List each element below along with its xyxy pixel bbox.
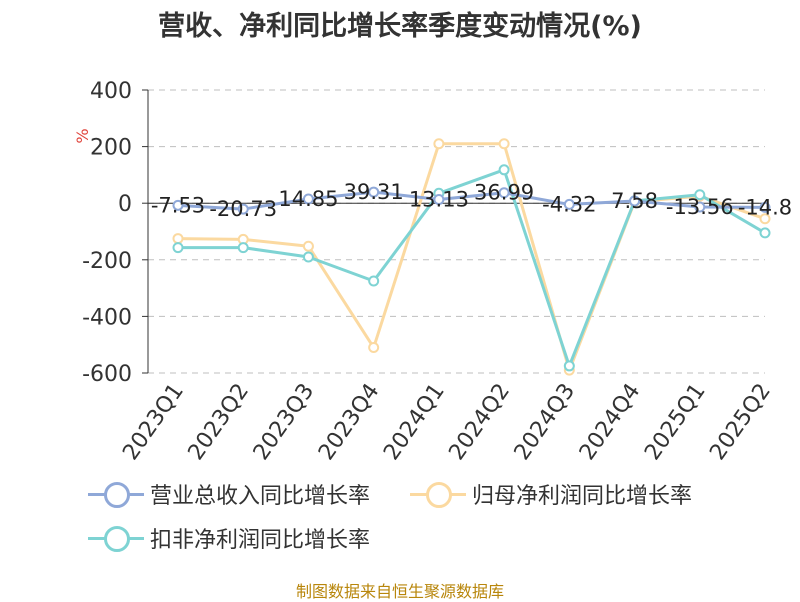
legend-marker-deducted-profit [88,524,144,552]
data-labels: -7.53 -20.73 14.85 39.31 13.13 36.99 -4.32 7.58… [151,180,792,221]
x-tick-label: 2025Q2 [705,379,776,465]
y-tick-label: -200 [82,249,132,274]
legend-item-net-profit[interactable]: 归母净利润同比增长率 [410,478,692,510]
x-tick-label: 2025Q1 [640,379,711,465]
data-label: 36.99 [474,181,534,205]
legend-item-revenue[interactable]: 营业总收入同比增长率 [88,478,370,510]
legend-marker-net-profit [410,480,466,508]
x-tick-label: 2024Q4 [575,379,646,465]
axes: 4002000-200-400-6002023Q12023Q22023Q3202… [82,79,776,465]
data-label: -4.32 [542,192,596,216]
x-tick-label: 2024Q3 [510,379,581,465]
chart-title: 营收、净利同比增长率季度变动情况(%) [158,11,642,42]
data-point [433,138,445,150]
data-point [302,240,314,252]
x-tick-label: 2024Q2 [444,379,515,465]
data-point [759,201,771,213]
legend-marker-revenue [88,480,144,508]
data-point [172,199,184,211]
y-tick-label: -400 [82,305,132,330]
y-tick-label: 0 [118,192,132,217]
series-lines [172,138,771,376]
data-point [302,251,314,263]
gridlines [148,89,765,374]
series-line [177,142,766,372]
data-label: 13.13 [409,187,469,211]
data-point [237,242,249,254]
data-label: 14.85 [278,187,338,211]
x-tick-label: 2023Q1 [118,379,189,465]
data-point [563,360,575,372]
legend-label-net-profit: 归母净利润同比增长率 [472,484,693,509]
legend-label-deducted-profit: 扣非净利润同比增长率 [150,528,371,553]
series-line [177,190,766,211]
data-point [759,227,771,239]
y-tick-label: -600 [82,362,132,387]
y-tick-label: 400 [90,79,132,104]
legend-label-revenue: 营业总收入同比增长率 [150,484,371,509]
y-tick-label: 200 [90,136,132,161]
data-point [368,186,380,198]
data-point [694,201,706,213]
data-point [368,275,380,287]
data-point [694,189,706,201]
data-point [433,193,445,205]
data-point [629,195,641,207]
data-point [237,203,249,215]
x-tick-label: 2023Q4 [314,379,385,465]
data-point [368,342,380,354]
data-source-note: 制图数据来自恒生聚源数据库 [295,582,504,601]
data-label: 39.31 [344,180,404,204]
data-point [302,193,314,205]
data-label: -7.53 [151,193,205,217]
data-point [563,198,575,210]
data-point [498,187,510,199]
data-point [172,242,184,254]
data-point [498,164,510,176]
data-point [172,233,184,245]
data-label: 7.58 [611,189,658,213]
series-line [178,168,766,368]
x-tick-label: 2023Q3 [249,379,320,465]
x-tick-label: 2024Q1 [379,379,450,465]
legend-item-deducted-profit[interactable]: 扣非净利润同比增长率 [88,522,370,554]
data-point [759,213,771,225]
data-label: -14.8 [738,195,792,219]
y-unit-label: % [73,128,92,143]
x-tick-label: 2023Q2 [184,379,255,465]
data-label: -20.73 [209,197,277,221]
data-label: -13.56 [666,195,734,219]
data-point [498,138,510,150]
